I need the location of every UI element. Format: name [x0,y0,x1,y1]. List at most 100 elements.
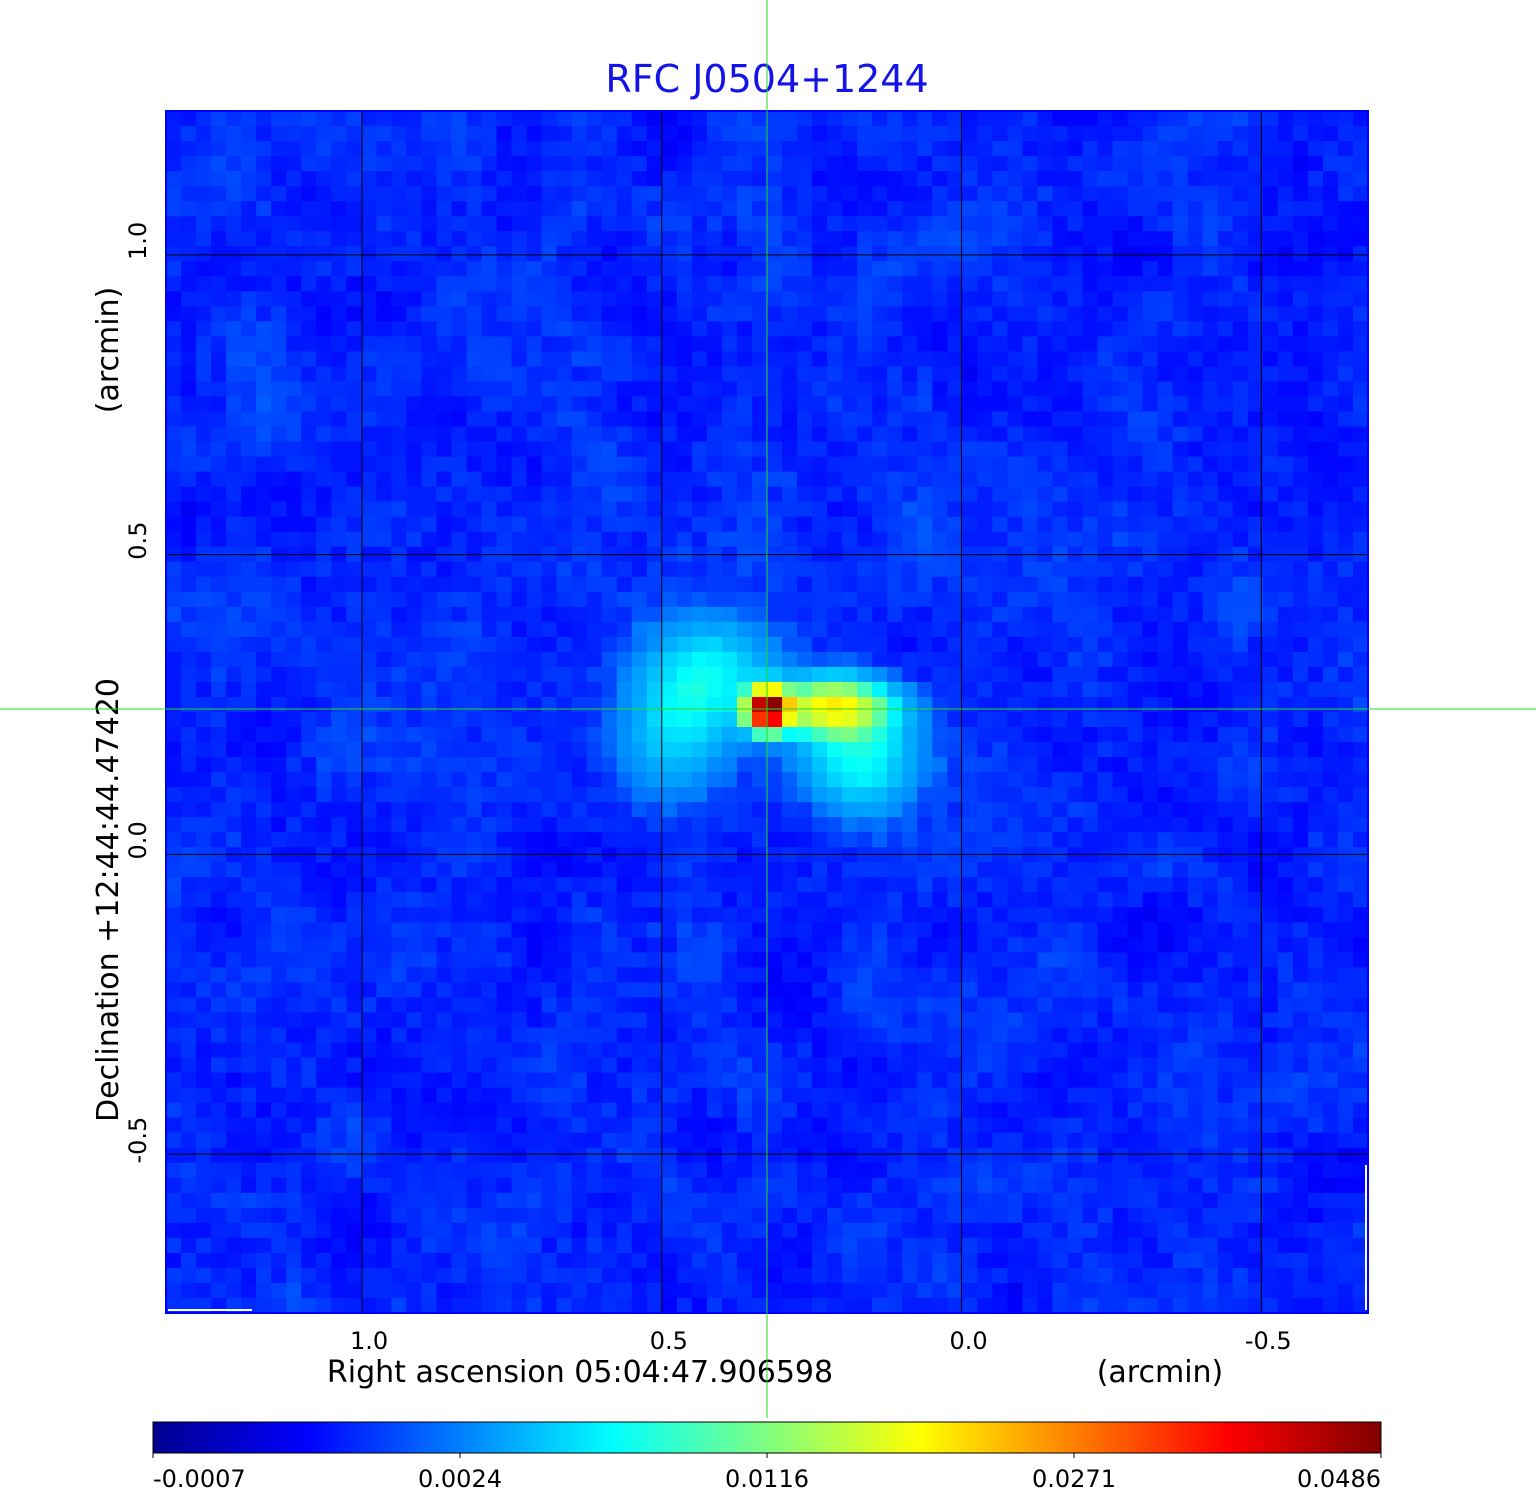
heatmap-cell [661,727,678,743]
heatmap-cell [241,141,257,157]
heatmap-cell [736,1027,753,1044]
heatmap-cell [406,396,423,413]
heatmap-cell [797,171,813,187]
heatmap-cell [376,321,392,337]
heatmap-cell [316,531,332,548]
heatmap-cell [887,366,903,383]
heatmap-cell [1127,126,1144,142]
heatmap-cell [857,441,873,458]
heatmap-cell [406,907,423,923]
heatmap-cell [211,201,227,217]
heatmap-cell [1202,877,1219,893]
heatmap-cell [1157,561,1174,578]
heatmap-cell [1022,862,1039,878]
heatmap-cell [706,261,723,277]
heatmap-cell [241,471,257,488]
heatmap-cell [316,171,332,187]
heatmap-cell [256,832,272,848]
heatmap-cell [436,576,453,593]
heatmap-cell [797,141,813,157]
heatmap-cell [166,201,182,217]
heatmap-cell [301,516,317,533]
heatmap-cell [797,486,813,503]
heatmap-cell [541,636,558,653]
heatmap-cell [571,321,588,337]
heatmap-cell [616,727,633,743]
heatmap-cell [211,847,227,863]
heatmap-cell [917,666,933,683]
heatmap-cell [1112,802,1129,818]
heatmap-cell [887,516,903,533]
heatmap-cell [556,456,573,473]
heatmap-cell [992,156,1009,172]
heatmap-cell [1277,832,1294,848]
heatmap-cell [331,456,347,473]
heatmap-cell [1277,201,1294,217]
heatmap-cell [166,471,182,488]
heatmap-cell [1202,201,1219,217]
heatmap-cell [391,501,408,518]
heatmap-cell [466,712,483,728]
heatmap-cell [977,186,993,202]
heatmap-cell [1277,907,1294,923]
heatmap-cell [301,696,317,713]
heatmap-cell [451,306,468,322]
heatmap-cell [1142,171,1159,187]
heatmap-cell [1127,681,1144,698]
heatmap-cell [571,907,588,923]
heatmap-cell [767,666,783,683]
heatmap-cell [376,201,392,217]
heatmap-cell [646,952,663,969]
heatmap-cell [782,1027,798,1044]
heatmap-cell [812,171,828,187]
heatmap-cell [1007,561,1024,578]
heatmap-cell [1202,922,1219,938]
heatmap-cell [917,276,933,292]
heatmap-cell [1127,396,1144,413]
heatmap-cell [797,261,813,277]
heatmap-cell [676,126,693,142]
heatmap-cell [421,712,438,728]
heatmap-cell [857,727,873,743]
heatmap-cell [391,216,408,232]
heatmap-cell [526,636,543,653]
heatmap-cell [977,456,993,473]
heatmap-cell [721,396,738,413]
heatmap-cell [736,877,753,893]
heatmap-cell [872,696,888,713]
heatmap-cell [406,426,423,443]
heatmap-cell [286,606,302,623]
heatmap-cell [1127,471,1144,488]
heatmap-cell [917,802,933,818]
heatmap-cell [481,516,498,533]
heatmap-cell [887,727,903,743]
heatmap-cell [571,396,588,413]
heatmap-cell [977,426,993,443]
heatmap-cell [481,997,498,1014]
heatmap-cell [646,696,663,713]
heatmap-cell [1127,381,1144,398]
heatmap-cell [526,516,543,533]
heatmap-cell [827,712,843,728]
heatmap-cell [541,531,558,548]
heatmap-cell [1217,306,1234,322]
heatmap-cell [406,651,423,668]
heatmap-cell [211,696,227,713]
heatmap-cell [466,336,483,353]
heatmap-cell [556,892,573,908]
heatmap-cell [917,621,933,638]
heatmap-cell [872,982,888,999]
heatmap-cell [496,832,513,848]
heatmap-cell [1247,937,1264,954]
heatmap-cell [421,231,438,247]
heatmap-cell [256,201,272,217]
heatmap-cell [511,486,528,503]
heatmap-cell [571,666,588,683]
heatmap-cell [241,832,257,848]
heatmap-cell [1142,561,1159,578]
heatmap-cell [1337,126,1354,142]
heatmap-cell [421,471,438,488]
heatmap-cell [1247,832,1264,848]
heatmap-cell [1322,141,1339,157]
heatmap-cell [736,321,753,337]
